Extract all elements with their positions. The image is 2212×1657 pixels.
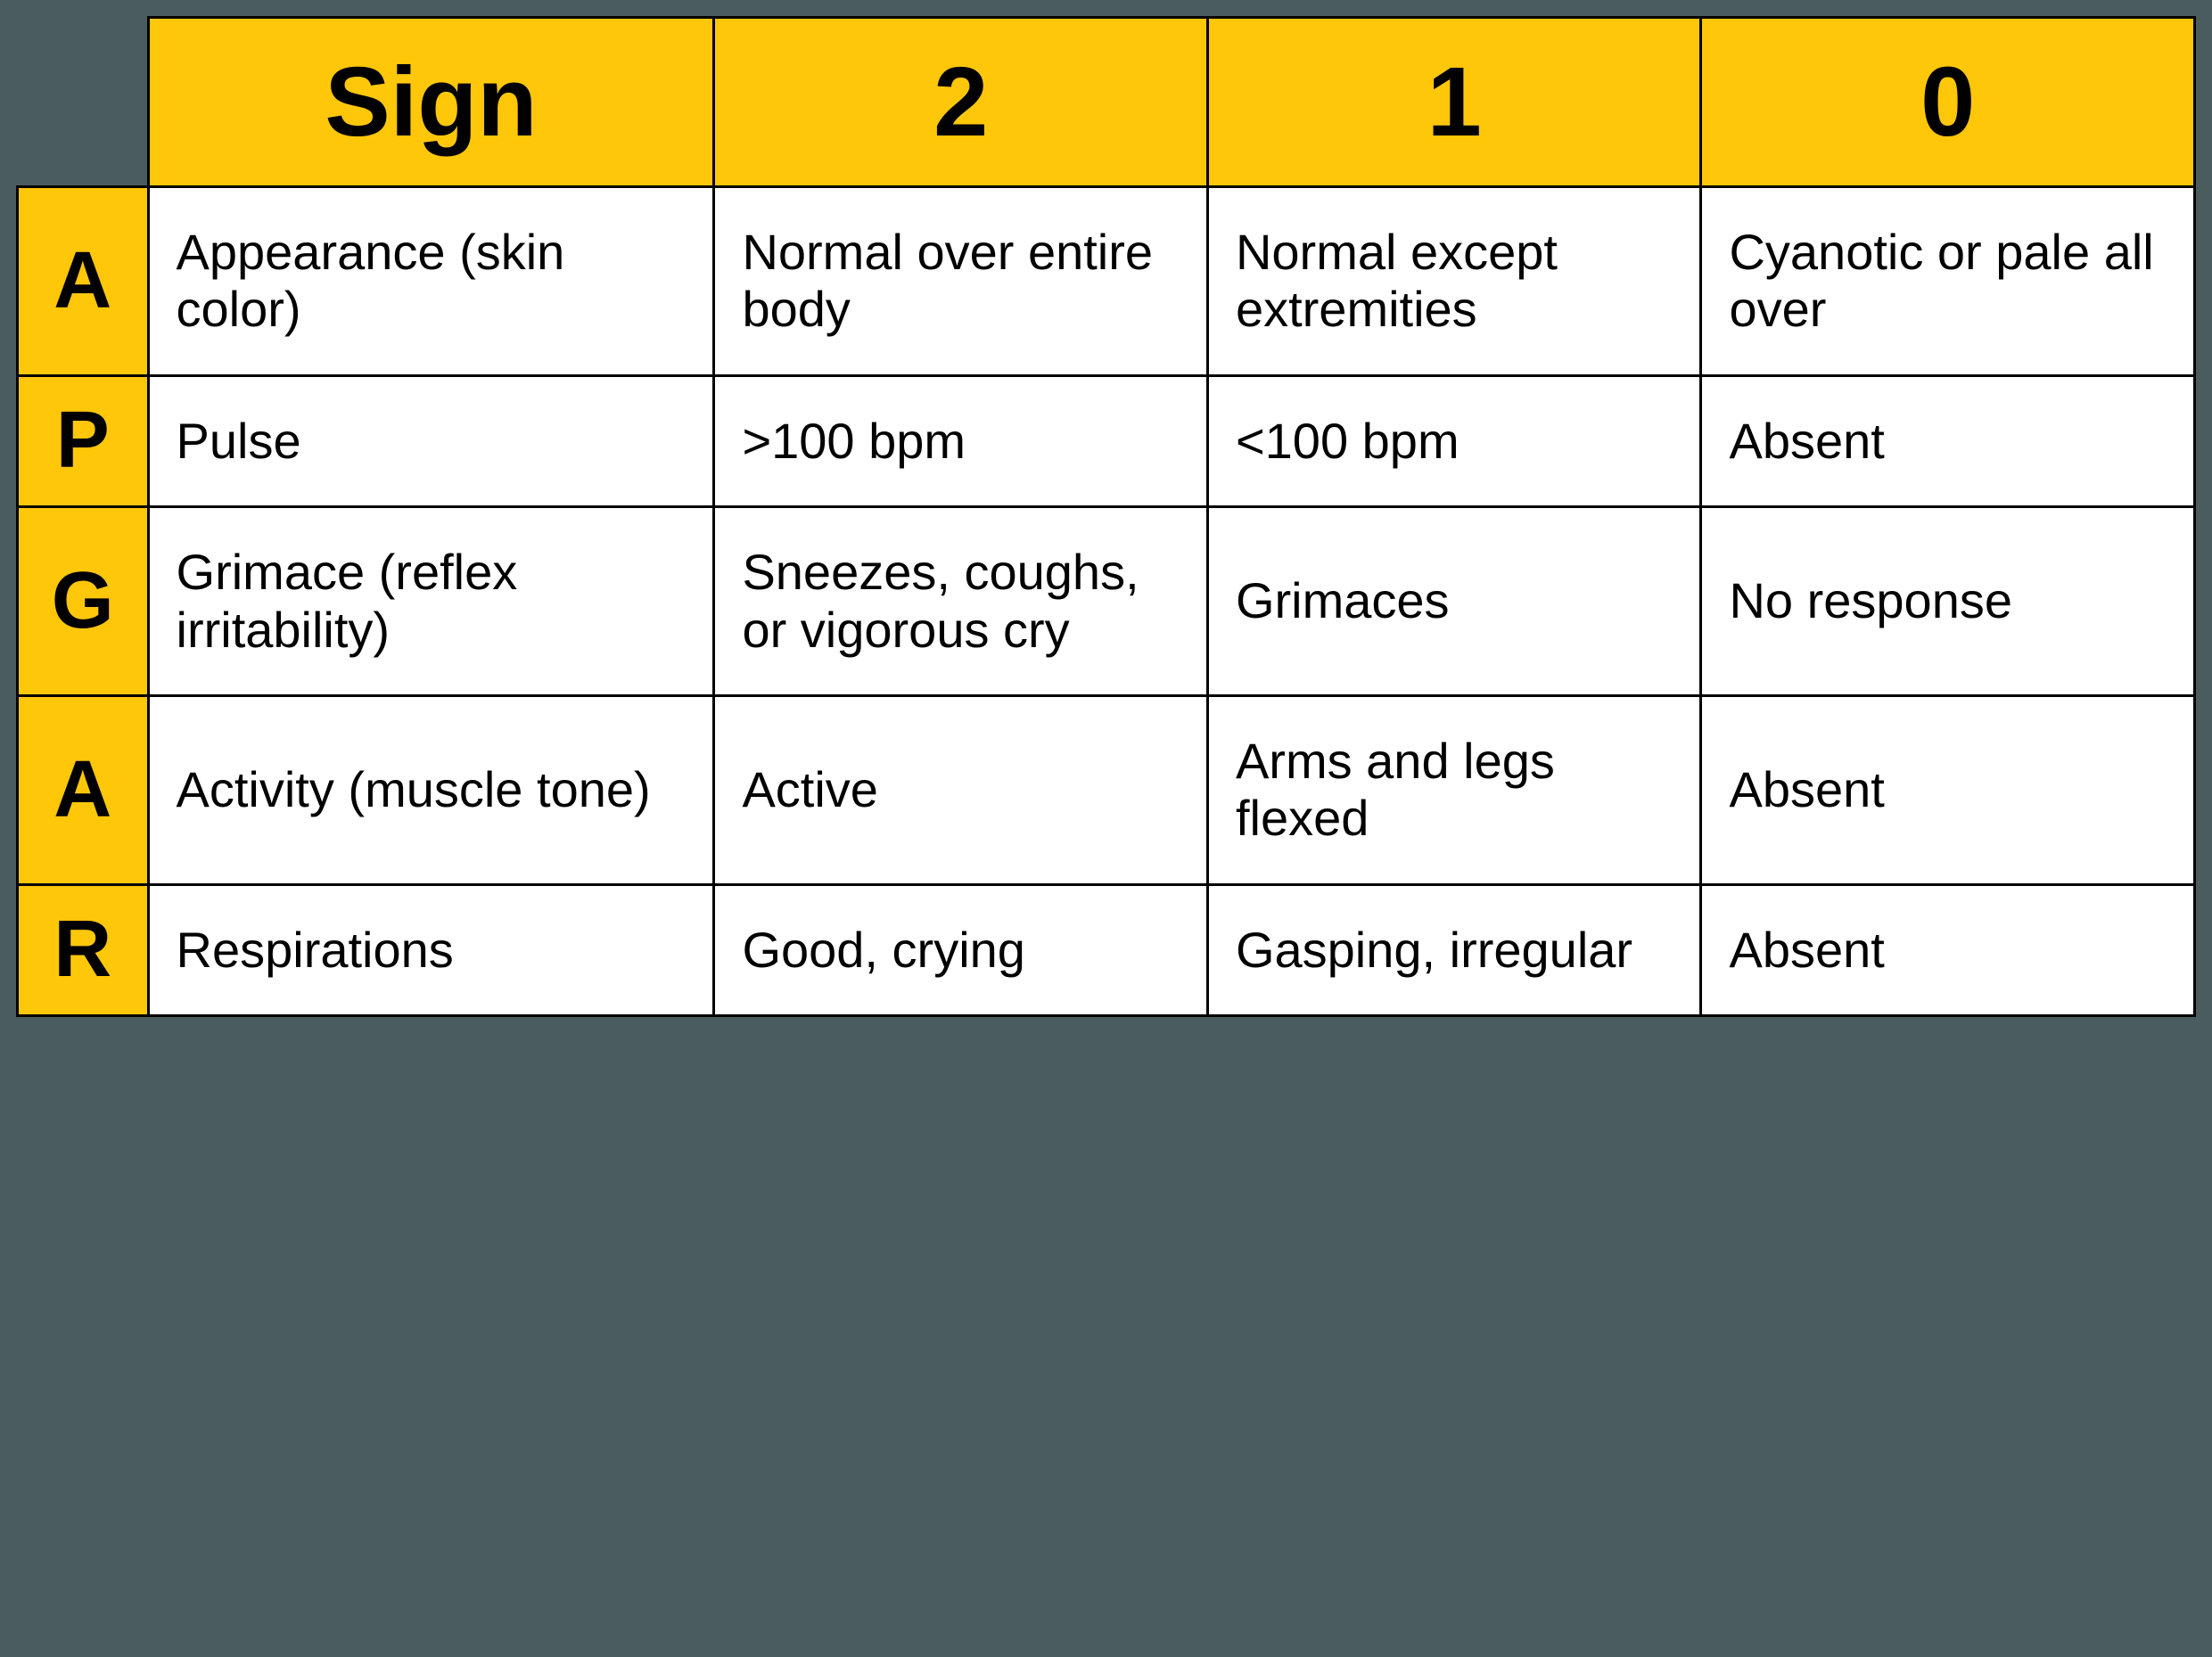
table-row: A Appearance (skin color) Normal over en…: [18, 187, 2195, 376]
letter-a-appearance: A: [18, 187, 149, 376]
letter-g-grimace: G: [18, 507, 149, 696]
sign-pulse: Pulse: [148, 375, 714, 506]
header-score-2: 2: [714, 18, 1208, 187]
table-row: A Activity (muscle tone) Active Arms and…: [18, 695, 2195, 884]
appearance-score-1: Normal except extremities: [1207, 187, 1701, 376]
sign-appearance: Appearance (skin color): [148, 187, 714, 376]
header-score-1: 1: [1207, 18, 1701, 187]
pulse-score-2: >100 bpm: [714, 375, 1208, 506]
letter-a-activity: A: [18, 695, 149, 884]
appearance-score-2: Normal over entire body: [714, 187, 1208, 376]
table-row: P Pulse >100 bpm <100 bpm Absent: [18, 375, 2195, 506]
letter-p-pulse: P: [18, 375, 149, 506]
table-header: Sign 2 1 0: [18, 18, 2195, 187]
header-sign: Sign: [148, 18, 714, 187]
sign-activity: Activity (muscle tone): [148, 695, 714, 884]
header-score-0: 0: [1701, 18, 2195, 187]
activity-score-0: Absent: [1701, 695, 2195, 884]
apgar-table: Sign 2 1 0 A Appearance (skin color) Nor…: [16, 16, 2196, 1017]
appearance-score-0: Cyanotic or pale all over: [1701, 187, 2195, 376]
apgar-table-container: Sign 2 1 0 A Appearance (skin color) Nor…: [16, 16, 2196, 1017]
pulse-score-1: <100 bpm: [1207, 375, 1701, 506]
grimace-score-2: Sneezes, coughs, or vigorous cry: [714, 507, 1208, 696]
pulse-score-0: Absent: [1701, 375, 2195, 506]
sign-respirations: Respirations: [148, 884, 714, 1015]
activity-score-2: Active: [714, 695, 1208, 884]
grimace-score-1: Grimaces: [1207, 507, 1701, 696]
table-body: A Appearance (skin color) Normal over en…: [18, 187, 2195, 1016]
respirations-score-1: Gasping, irregular: [1207, 884, 1701, 1015]
sign-grimace: Grimace (reflex irritability): [148, 507, 714, 696]
respirations-score-2: Good, crying: [714, 884, 1208, 1015]
table-row: R Respirations Good, crying Gasping, irr…: [18, 884, 2195, 1015]
header-row: Sign 2 1 0: [18, 18, 2195, 187]
activity-score-1: Arms and legs flexed: [1207, 695, 1701, 884]
table-row: G Grimace (reflex irritability) Sneezes,…: [18, 507, 2195, 696]
letter-r-respirations: R: [18, 884, 149, 1015]
corner-empty-cell: [18, 18, 149, 187]
grimace-score-0: No response: [1701, 507, 2195, 696]
respirations-score-0: Absent: [1701, 884, 2195, 1015]
